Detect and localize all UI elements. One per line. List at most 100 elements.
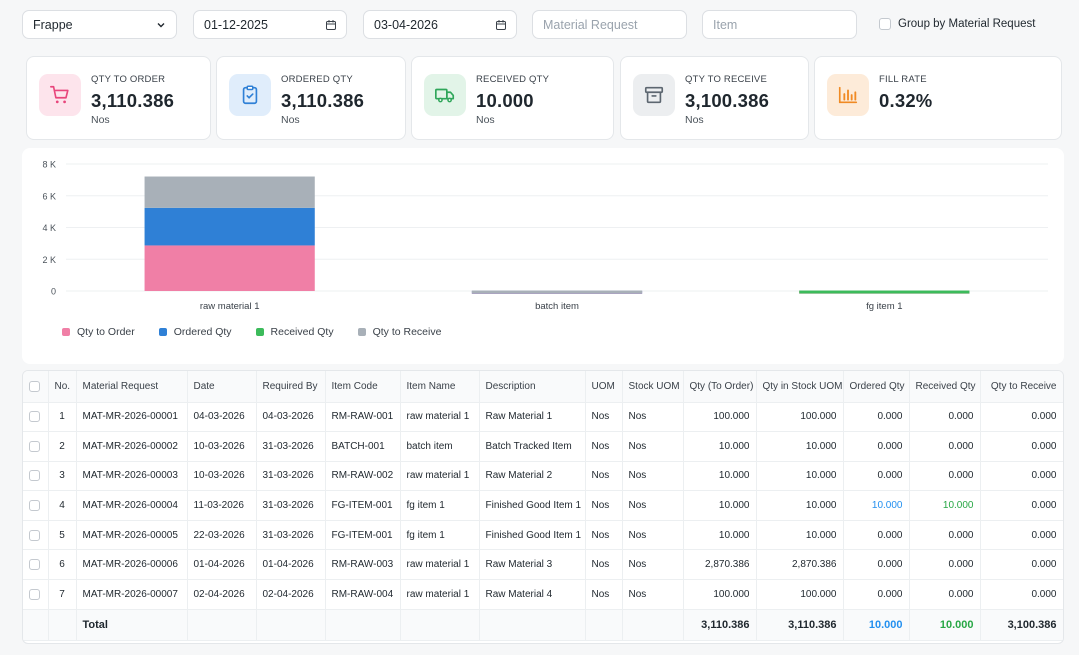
from-date-field[interactable]: 01-12-2025 [193,10,347,39]
bar-segment-qty-to-receive[interactable] [471,290,643,294]
material-request-input[interactable]: Material Request [532,10,687,39]
row-select-cell[interactable] [23,549,49,581]
bar-segment-ordered-qty[interactable] [144,207,315,246]
legend-label: Ordered Qty [173,326,232,338]
table-cell: 11-03-2026 [187,490,257,521]
table-cell: fg item 1 [400,490,480,521]
table-cell: raw material 1 [400,461,480,492]
legend-item-ordered-qty[interactable]: Ordered Qty [158,326,232,338]
card-label: ORDERED QTY [281,74,353,85]
table-cell[interactable]: MAT-MR-2026-00001 [76,402,188,433]
card-label: RECEIVED QTY [476,74,550,85]
bar-segment-qty-to-order[interactable] [144,245,315,291]
table-row[interactable]: 7 MAT-MR-2026-00007 02-04-2026 02-04-2026 RM… [23,579,1063,610]
row-checkbox[interactable] [29,470,40,482]
select-all-checkbox[interactable] [29,380,40,392]
table-cell: Nos [622,579,684,610]
select-all-cell[interactable] [23,371,49,403]
table-cell: RM-RAW-004 [325,579,401,610]
column-header[interactable]: Qty to Receive [980,371,1063,403]
table-cell[interactable]: MAT-MR-2026-00004 [76,490,188,521]
row-checkbox[interactable] [29,529,40,541]
legend-item-qty-to-order[interactable]: Qty to Order [62,326,135,338]
card-icon-box [827,74,869,116]
total-empty-cell [256,609,326,641]
table-cell: batch item [400,431,480,462]
group-by-checkbox[interactable] [879,18,891,30]
item-input[interactable]: Item [702,10,857,39]
column-header[interactable]: Description [479,371,586,403]
row-select-cell[interactable] [23,490,49,521]
legend-swatch [357,328,366,336]
table-cell: RM-RAW-003 [325,549,401,581]
card-fill-rate: FILL RATE 0.32% [814,56,1062,140]
legend-swatch [255,328,264,336]
table-cell: raw material 1 [400,549,480,581]
column-header[interactable]: Item Name [400,371,480,403]
table-row[interactable]: 1 MAT-MR-2026-00001 04-03-2026 04-03-2026 RM… [23,402,1063,433]
column-header[interactable]: Qty (To Order) [683,371,757,403]
table-row[interactable]: 6 MAT-MR-2026-00006 01-04-2026 01-04-2026 RM… [23,549,1063,581]
row-checkbox[interactable] [29,500,40,511]
column-header[interactable]: Date [187,371,257,403]
table-cell: 02-04-2026 [187,579,257,610]
table-cell: 0.000 [980,579,1063,610]
table-cell: 02-04-2026 [256,579,326,610]
row-select-cell[interactable] [23,402,49,433]
table-cell[interactable]: MAT-MR-2026-00006 [76,549,188,581]
column-header[interactable]: No. [48,371,77,403]
table-cell: 2 [48,431,77,462]
table-cell[interactable]: MAT-MR-2026-00005 [76,520,188,551]
table-cell[interactable]: MAT-MR-2026-00002 [76,431,188,462]
row-select-cell[interactable] [23,431,49,462]
bar-segment-qty-to-receive[interactable] [144,176,315,208]
table-row[interactable]: 5 MAT-MR-2026-00005 22-03-2026 31-03-2026 FG… [23,520,1063,551]
table-cell[interactable]: MAT-MR-2026-00007 [76,579,188,610]
legend-item-qty-to-receive[interactable]: Qty to Receive [357,326,442,338]
table-cell: 0.000 [980,520,1063,551]
column-header[interactable]: Required By [256,371,326,403]
table-cell: Nos [585,461,623,492]
clipboard-icon [242,85,258,105]
table-cell: 0.000 [980,461,1063,492]
table-cell: 2,870.386 [756,549,844,581]
legend-label: Qty to Receive [372,326,442,338]
column-header[interactable]: Received Qty [909,371,981,403]
to-date-field[interactable]: 03-04-2026 [363,10,517,39]
row-checkbox[interactable] [29,588,40,600]
table-cell: 0.000 [980,490,1063,521]
table-row[interactable]: 4 MAT-MR-2026-00004 11-03-2026 31-03-2026 FG… [23,490,1063,521]
table-cell: 0.000 [843,520,910,551]
row-checkbox[interactable] [29,440,40,452]
column-header[interactable]: Material Request [76,371,188,403]
table-cell: Nos [622,402,684,433]
table-cell: 31-03-2026 [256,431,326,462]
row-select-cell[interactable] [23,579,49,610]
table-cell: 01-04-2026 [256,549,326,581]
table-row[interactable]: 2 MAT-MR-2026-00002 10-03-2026 31-03-2026 BA… [23,431,1063,462]
table-row[interactable]: 3 MAT-MR-2026-00003 10-03-2026 31-03-2026 RM… [23,461,1063,492]
column-header[interactable]: Item Code [325,371,401,403]
row-checkbox[interactable] [29,411,40,423]
card-icon-box [424,74,466,116]
legend-item-received-qty[interactable]: Received Qty [255,326,334,338]
row-select-cell[interactable] [23,520,49,551]
y-tick-label: 4 K [42,223,56,233]
table-cell: 01-04-2026 [187,549,257,581]
bar-segment-received-qty[interactable] [799,290,970,294]
to-date-value: 03-04-2026 [374,17,438,32]
column-header[interactable]: Ordered Qty [843,371,910,403]
table-cell: Raw Material 2 [479,461,586,492]
cart-icon [50,85,69,104]
row-select-cell[interactable] [23,461,49,492]
table-cell: 0.000 [909,579,981,610]
column-header[interactable]: Qty in Stock UOM [756,371,844,403]
table-cell: 10.000 [756,520,844,551]
company-select[interactable]: Frappe [22,10,177,39]
column-header[interactable]: Stock UOM [622,371,684,403]
group-by-material-request-toggle[interactable]: Group by Material Request [879,18,1035,30]
table-cell[interactable]: MAT-MR-2026-00003 [76,461,188,492]
column-header[interactable]: UOM [585,371,623,403]
row-checkbox[interactable] [29,559,40,571]
legend-swatch [158,328,167,336]
